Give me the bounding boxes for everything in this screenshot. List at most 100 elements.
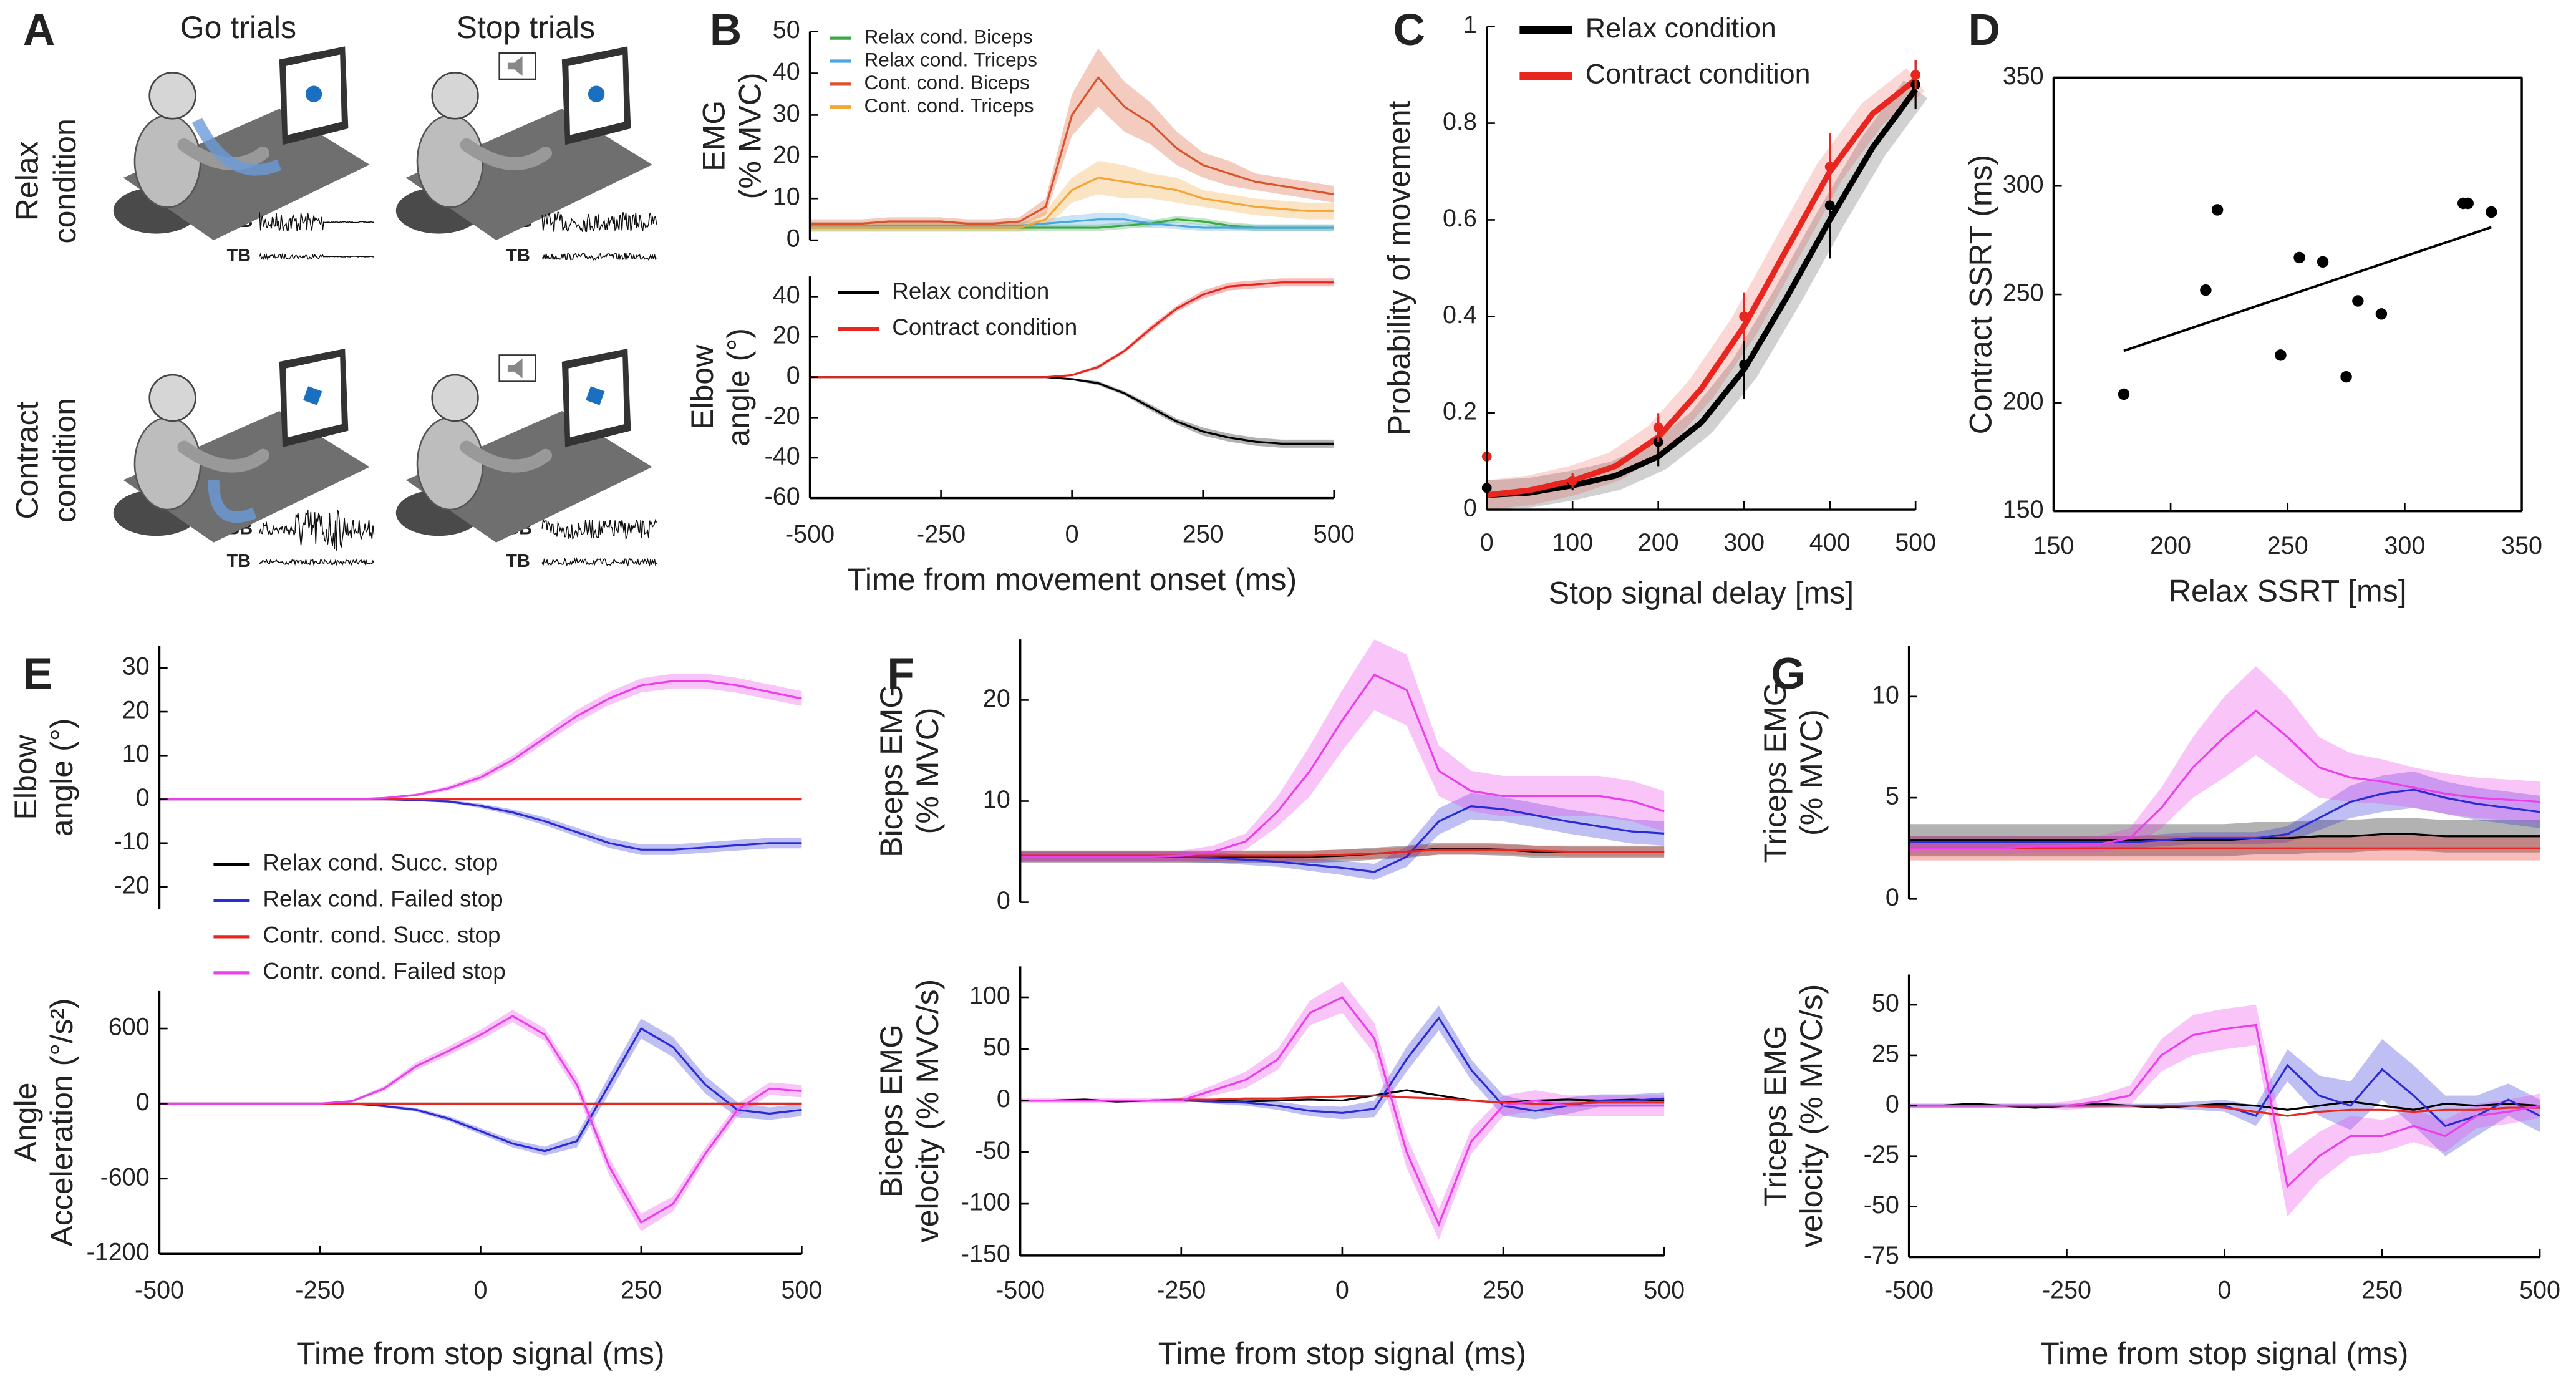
x-tick-label: -500: [995, 1276, 1045, 1304]
row-label: Relax: [10, 141, 45, 221]
y-tick-label: 30: [122, 652, 150, 680]
y-tick-label: 150: [2003, 496, 2044, 523]
data-line: [1909, 709, 2540, 849]
data-line: [1909, 788, 2540, 844]
emg-trace: [541, 252, 657, 262]
data-line: [810, 75, 1334, 225]
y-tick-label: 0: [136, 784, 150, 811]
data-point: [2211, 204, 2224, 216]
y-axis-label: (% MVC): [1794, 709, 1829, 836]
y-tick-label: 20: [983, 685, 1010, 712]
desk: [123, 411, 370, 543]
y-axis-label: Triceps EMG: [1758, 682, 1793, 863]
panel-label: A: [23, 6, 55, 55]
legend-label: Cont. cond. Triceps: [864, 94, 1034, 117]
desk: [405, 411, 652, 543]
y-tick-label: 0: [1886, 1090, 1899, 1118]
x-tick-label: -250: [2042, 1276, 2091, 1304]
data-line: [810, 281, 1334, 379]
data-line: [1909, 833, 2540, 841]
row-label: condition: [47, 119, 82, 243]
y-tick-label: 0: [136, 1088, 150, 1116]
y-tick-label: 10: [773, 183, 800, 211]
data-line: [1020, 996, 1665, 1227]
panel-label: F: [887, 650, 914, 699]
y-axis-label: (% MVC): [733, 72, 768, 199]
panel-label: E: [23, 650, 52, 699]
body: [416, 417, 484, 511]
y-axis-label: velocity (% MVC/s): [1794, 984, 1829, 1248]
data-point: [2352, 295, 2364, 307]
x-tick-label: 200: [1638, 529, 1679, 556]
x-tick-label: 250: [1183, 521, 1224, 548]
data-point: [1567, 475, 1578, 486]
target: [303, 386, 322, 405]
y-tick-label: 0.6: [1443, 205, 1477, 232]
data-point: [1824, 200, 1835, 211]
y-tick-label: 20: [773, 142, 800, 169]
error-band: [1909, 1005, 2540, 1217]
target: [305, 85, 322, 102]
trace-label: TB: [506, 246, 530, 266]
x-tick-label: -500: [135, 1276, 184, 1304]
y-tick-label: 200: [2003, 387, 2044, 415]
error-band: [159, 799, 802, 855]
data-point: [2340, 370, 2352, 383]
error-band: [810, 161, 1334, 232]
legend-label: Relax condition: [892, 278, 1049, 304]
fit-line: [1486, 87, 1918, 498]
regression-line: [2123, 226, 2492, 352]
head: [148, 374, 196, 422]
error-band: [1909, 666, 2540, 854]
y-axis-label: Elbow: [685, 344, 720, 430]
body: [416, 114, 484, 208]
movement-arrow: [191, 117, 282, 176]
y-tick-label: 0: [787, 225, 800, 253]
y-tick-label: 10: [983, 786, 1010, 813]
body: [133, 114, 201, 208]
speaker: [507, 358, 523, 379]
legend-label: Contract condition: [892, 314, 1077, 340]
y-tick-label: -100: [961, 1189, 1010, 1216]
x-axis-label: Time from stop signal (ms): [2040, 1336, 2408, 1371]
y-tick-label: 50: [1872, 989, 1899, 1017]
y-tick-label: -25: [1864, 1141, 1899, 1168]
legend-label: Relax condition: [1586, 12, 1776, 44]
x-tick-label: 0: [1480, 529, 1494, 556]
y-tick-label: 0: [997, 887, 1010, 914]
y-tick-label: -60: [765, 483, 800, 510]
y-axis-label: Elbow: [8, 734, 43, 820]
legend-label: Relax cond. Succ. stop: [263, 850, 498, 876]
x-tick-label: 500: [1644, 1276, 1685, 1304]
x-tick-label: 500: [781, 1276, 822, 1304]
data-point: [2317, 256, 2329, 268]
movement-arrow: [208, 480, 257, 523]
y-tick-label: -50: [1864, 1191, 1899, 1219]
row-label: Contract: [10, 401, 45, 519]
y-tick-label: -1200: [87, 1239, 150, 1266]
trace-label: TB: [226, 246, 251, 266]
y-tick-label: -150: [961, 1240, 1010, 1267]
x-axis-label: Relax SSRT [ms]: [2169, 574, 2407, 609]
y-tick-label: 250: [2003, 279, 2044, 306]
y-axis-label: angle (°): [721, 328, 756, 447]
x-tick-label: 500: [1895, 529, 1936, 556]
y-tick-label: -75: [1864, 1242, 1899, 1269]
x-tick-label: 500: [2519, 1276, 2560, 1304]
y-tick-label: 25: [1872, 1040, 1899, 1067]
legend-label: Relax cond. Biceps: [864, 25, 1032, 47]
arm: [460, 440, 553, 473]
y-tick-label: 0: [1886, 884, 1899, 911]
data-line: [1020, 848, 1665, 857]
y-tick-label: 10: [122, 740, 150, 768]
emg-trace: [259, 558, 375, 566]
x-tick-label: 250: [2267, 532, 2308, 559]
y-tick-label: 0.2: [1443, 398, 1477, 425]
y-tick-label: -40: [765, 442, 800, 470]
emg-trace: [259, 252, 374, 261]
head: [431, 72, 479, 120]
legend-label: Relax cond. Failed stop: [263, 886, 503, 912]
data-point: [1653, 422, 1663, 433]
